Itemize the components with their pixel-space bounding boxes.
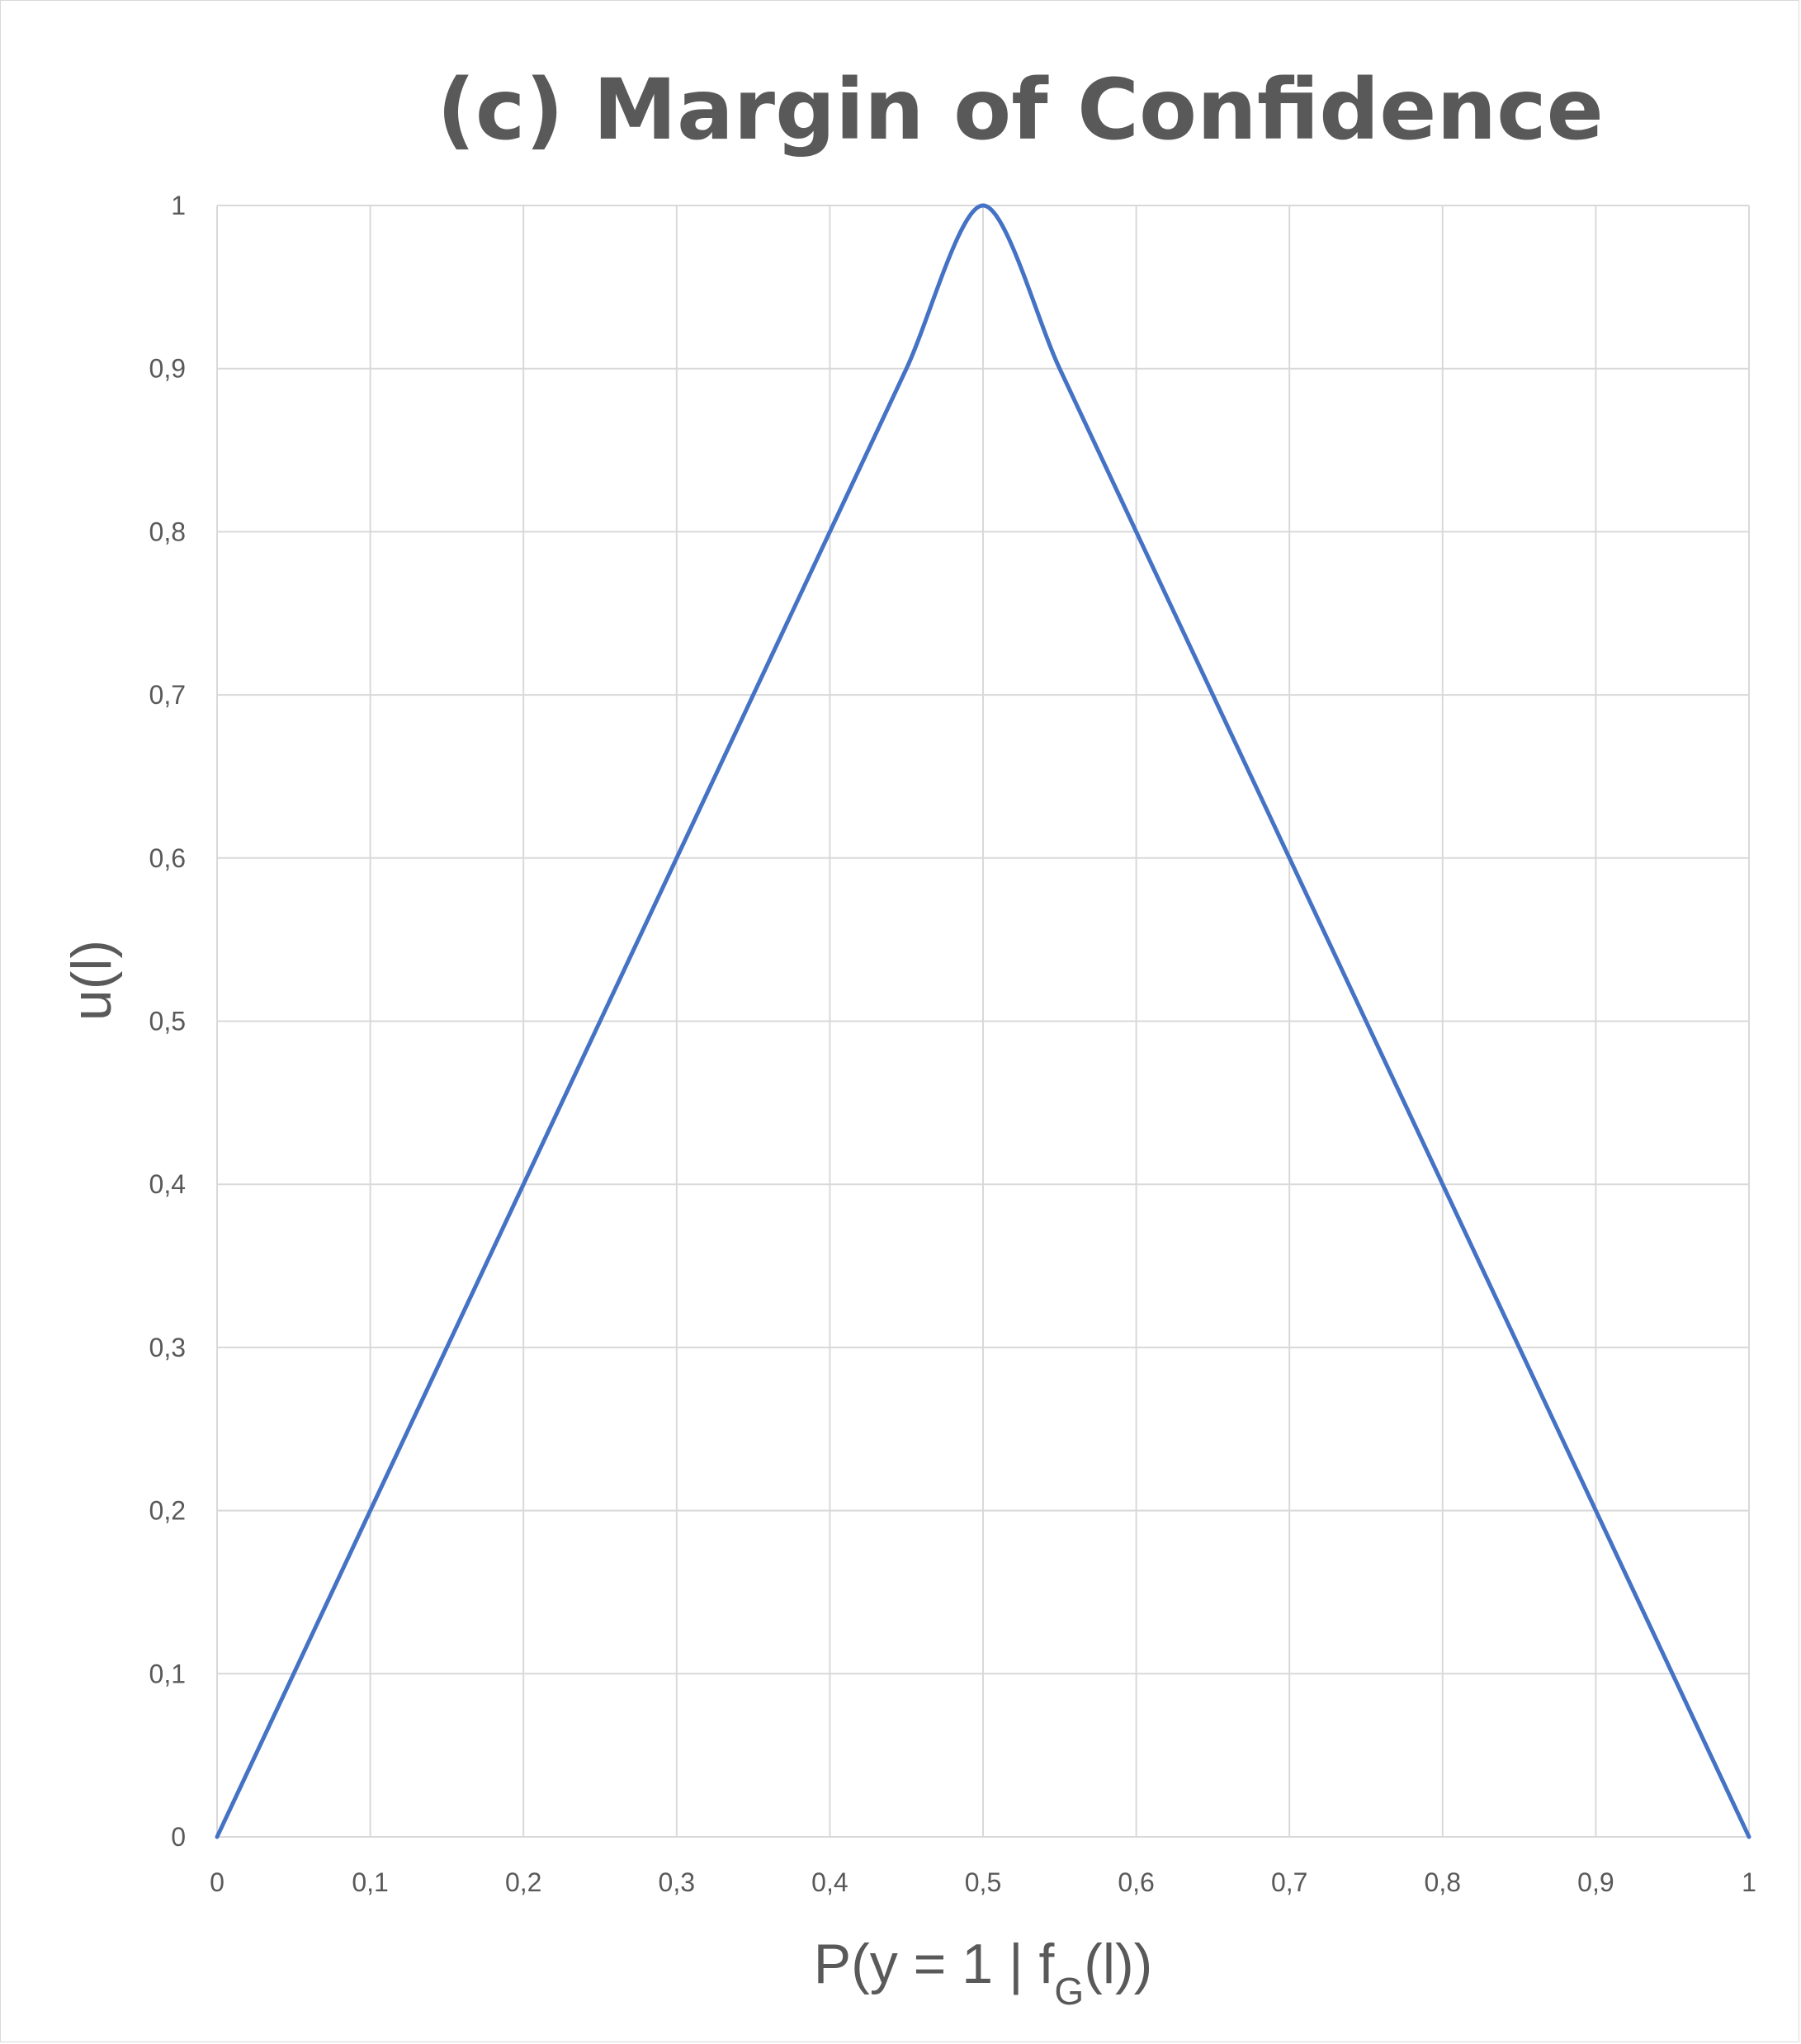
series-line (215, 203, 1751, 1839)
x-tick-label: 0 (210, 1867, 225, 1897)
x-tick-label: 0,3 (659, 1867, 695, 1897)
y-tick-label: 0,4 (149, 1169, 186, 1199)
y-tick-label: 1 (171, 191, 186, 220)
x-tick-label: 0,6 (1118, 1867, 1154, 1897)
y-tick-label: 0 (171, 1822, 186, 1852)
chart-title: (c) Margin of Confidence (437, 61, 1604, 159)
x-tick-label: 1 (1742, 1867, 1756, 1897)
x-tick-label: 0,1 (352, 1867, 388, 1897)
x-tick-label: 0,9 (1577, 1867, 1614, 1897)
x-tick-label: 0,4 (811, 1867, 848, 1897)
y-axis-title: u(l) (60, 940, 123, 1021)
y-tick-label: 0,8 (149, 517, 186, 546)
y-tick-label: 0,1 (149, 1659, 186, 1688)
x-axis-title: P(y = 1 | fG(l)) (814, 1933, 1152, 2013)
y-tick-label: 0,2 (149, 1496, 186, 1526)
y-tick-label: 0,5 (149, 1007, 186, 1036)
y-tick-label: 0,7 (149, 680, 186, 710)
x-tick-label: 0,2 (505, 1867, 541, 1897)
y-tick-label: 0,6 (149, 843, 186, 873)
y-tick-label: 0,3 (149, 1333, 186, 1362)
x-tick-label: 0,5 (965, 1867, 1001, 1897)
x-tick-label: 0,7 (1271, 1867, 1307, 1897)
y-tick-label: 0,9 (149, 354, 186, 384)
x-tick-label: 0,8 (1425, 1867, 1461, 1897)
